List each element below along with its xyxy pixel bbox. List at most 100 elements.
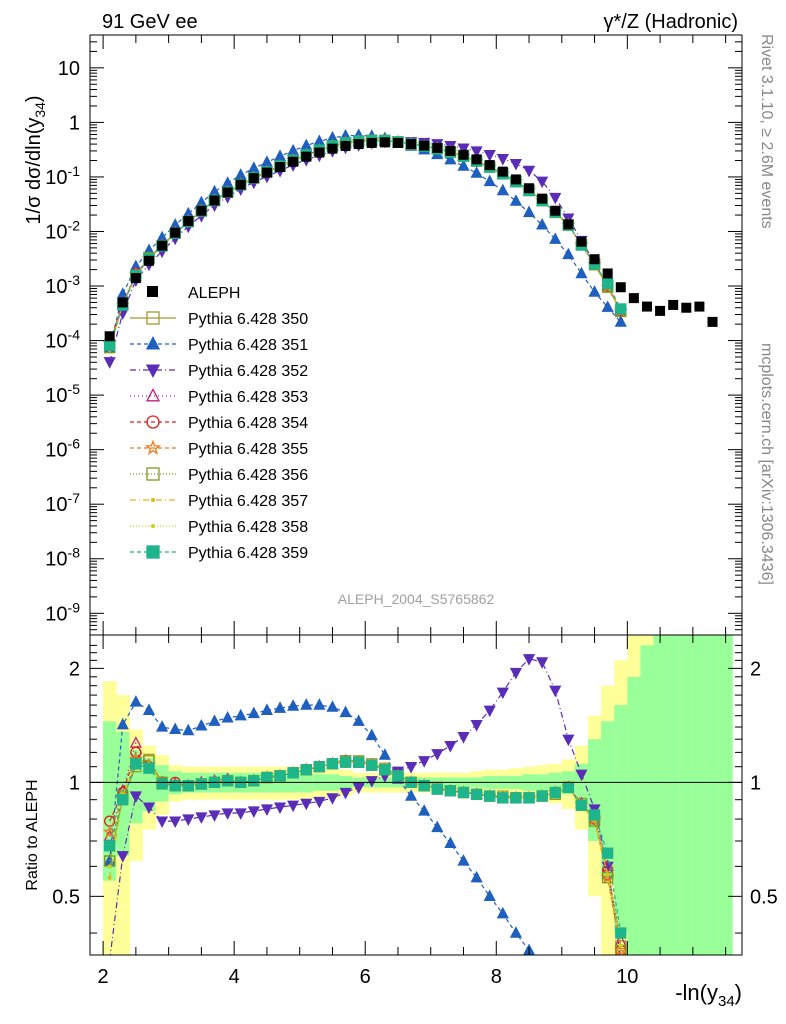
ratio-point-2: [105, 956, 115, 966]
data-point: [117, 297, 128, 308]
ratio-point-2: [352, 782, 365, 795]
ratio-point-2: [260, 804, 274, 816]
ratio-point-2: [287, 800, 300, 813]
data-point: [314, 147, 325, 158]
ratio-point-1: [378, 748, 391, 760]
ratio-point-8: [107, 864, 112, 869]
ratio-point-9: [484, 790, 496, 802]
legend-marker-6: [146, 467, 160, 481]
ratio-point-1: [287, 699, 300, 711]
ratio-band-inner: [666, 635, 681, 955]
series-point-9: [104, 339, 116, 352]
ratio-uncertainty-bands: [103, 635, 733, 955]
series-point-2: [496, 154, 509, 166]
ratio-y-tick-label-right: 0.5: [750, 886, 778, 908]
ratio-point-1: [483, 889, 496, 901]
data-point: [353, 139, 364, 150]
series-point-1: [496, 183, 509, 196]
ratio-point-1: [418, 804, 431, 816]
ratio-point-2: [405, 762, 418, 774]
x-tick-label: 4: [229, 966, 240, 988]
ratio-point-2: [234, 808, 247, 820]
data-point: [143, 255, 154, 266]
ratio-point-9: [182, 780, 194, 792]
ratio-point-9: [392, 770, 404, 782]
x-tick-label: 8: [491, 966, 502, 988]
ratio-point-1: [142, 703, 156, 715]
ratio-point-2: [195, 812, 208, 824]
series-point-1: [562, 247, 575, 260]
ratio-band-inner: [627, 676, 641, 955]
ratio-point-2: [483, 705, 496, 718]
data-point: [445, 145, 456, 156]
series-point-1: [588, 285, 601, 297]
data-point: [288, 156, 299, 167]
y-tick-label: 10-4: [45, 327, 80, 353]
ratio-band-inner: [601, 721, 615, 881]
ratio-point-9: [169, 780, 181, 792]
ratio-series-layer: [102, 654, 628, 1022]
main-ylabel: 1/σ dσ/dln(y34): [23, 95, 48, 224]
ratio-point-1: [590, 1005, 600, 1015]
ratio-point-9: [588, 809, 601, 821]
ratio-point-1: [550, 975, 560, 985]
ratio-point-9: [444, 785, 457, 797]
y-tick-label: 10-2: [45, 217, 80, 243]
ratio-point-1: [313, 698, 326, 710]
data-point: [510, 174, 521, 185]
legend-marker-4: [146, 415, 160, 429]
analysis-watermark: ALEPH_2004_S5765862: [338, 591, 495, 607]
ratio-line-2: [109, 658, 621, 955]
ratio-point-2: [616, 956, 626, 966]
ratio-point-9: [353, 756, 365, 768]
ratio-point-7: [107, 875, 112, 880]
series-line-6: [109, 139, 622, 348]
ratio-point-2: [313, 796, 326, 809]
data-point: [615, 282, 626, 293]
ratio-point-2: [444, 741, 457, 753]
ratio-point-9: [366, 759, 378, 771]
data-point: [641, 301, 652, 312]
ratio-point-9: [326, 758, 339, 770]
series-point-9: [615, 303, 627, 315]
data-point: [209, 195, 220, 206]
data-point: [248, 173, 259, 184]
ratio-point-1: [603, 1012, 613, 1022]
legend-label-4: Pythia 6.428 354: [188, 415, 308, 432]
data-point: [589, 254, 600, 265]
data-point: [406, 139, 417, 150]
ratio-point-2: [129, 791, 142, 803]
series-line-1: [109, 134, 622, 348]
series-point-2: [483, 150, 496, 162]
ratio-point-1: [300, 698, 313, 710]
ratio-point-8: [618, 943, 623, 948]
ratio-point-9: [562, 781, 575, 794]
ratio-point-1: [509, 926, 523, 938]
header-right: γ*/Z (Hadronic): [604, 11, 738, 33]
series-line-7: [109, 139, 622, 351]
data-point: [668, 299, 679, 310]
ratio-y-tick-label-right: 2: [750, 658, 761, 680]
ratio-point-2: [457, 732, 470, 744]
ratio-point-9: [195, 778, 208, 790]
x-tick-label: 10: [616, 966, 638, 988]
ratio-point-9: [470, 788, 483, 800]
data-point: [275, 162, 286, 173]
series-point-1: [549, 232, 562, 244]
ratio-point-4: [130, 746, 142, 759]
data-point: [563, 219, 574, 230]
ratio-point-5: [613, 942, 628, 955]
series-point-1: [536, 218, 549, 230]
data-point: [628, 293, 639, 304]
series-point-1: [601, 300, 614, 312]
ratio-y-tick-label-left: 0.5: [52, 886, 80, 908]
ratio-point-9: [431, 783, 443, 795]
data-point: [602, 268, 613, 279]
series-point-2: [103, 357, 116, 369]
ratio-point-1: [221, 710, 234, 723]
x-axis-label: -ln(y34): [675, 980, 742, 1010]
ratio-point-8: [605, 872, 610, 877]
y-tick-label: 10-6: [45, 436, 80, 462]
legend-label-3: Pythia 6.428 353: [188, 389, 308, 406]
